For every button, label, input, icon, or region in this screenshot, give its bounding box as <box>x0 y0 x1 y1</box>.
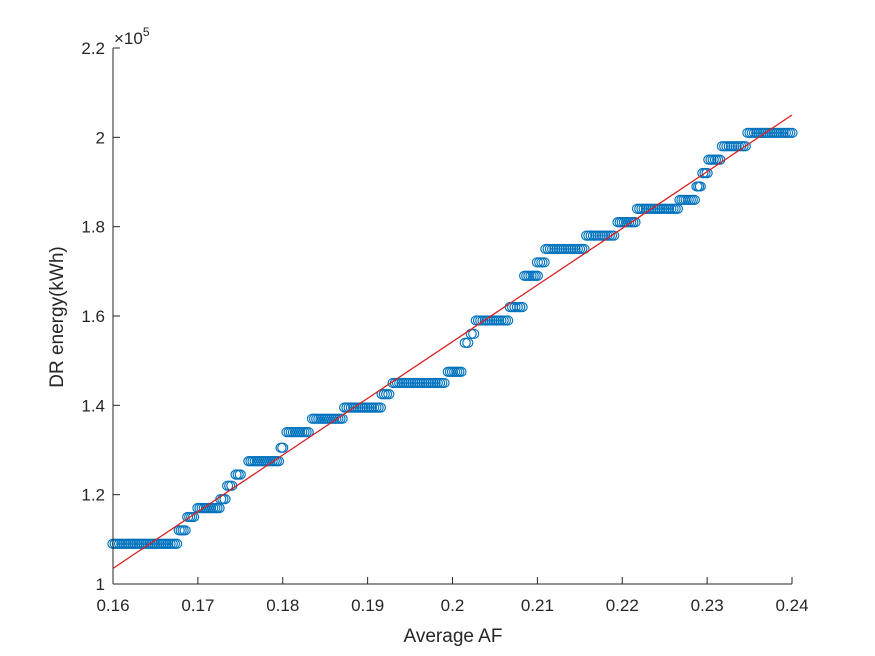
scatter-point <box>302 426 314 438</box>
y-tick-label: 1.8 <box>81 218 105 237</box>
scatter-point <box>171 538 183 549</box>
y-exponent-base: ×10 <box>114 29 143 48</box>
axes <box>112 47 793 585</box>
y-tick-label: 2 <box>96 128 105 147</box>
tick-labels: 0.16 0.17 0.18 0.19 0.2 0.21 0.22 0.23 0.24 1 1.2 1… <box>81 39 808 615</box>
x-tick-label: 0.16 <box>96 596 129 615</box>
scatter-point <box>629 217 641 228</box>
fit-line <box>112 114 793 569</box>
x-tick-label: 0.23 <box>691 596 724 615</box>
y-exponent-label: ×105 <box>114 25 150 48</box>
scatter-point <box>462 337 474 348</box>
fit-line-group <box>112 114 793 569</box>
scatter-point <box>502 315 514 326</box>
scatter-point <box>608 230 620 241</box>
y-tick-label: 1.2 <box>81 486 105 505</box>
scatter-point <box>701 167 713 179</box>
scatter-point <box>516 301 528 313</box>
x-tick-label: 0.22 <box>606 596 639 615</box>
scatter-point <box>219 493 231 505</box>
scatter-point <box>459 337 471 348</box>
x-tick-label: 0.19 <box>351 596 384 615</box>
y-axis-title: DR energy(kWh) <box>47 246 68 387</box>
scatter-point <box>277 442 289 453</box>
scatter-point <box>383 389 395 400</box>
scatter-point <box>455 366 467 377</box>
x-axis-title: Average AF <box>404 626 503 647</box>
x-tick-label: 0.24 <box>775 596 808 615</box>
scatter-point <box>188 511 200 523</box>
y-tick-label: 2.2 <box>81 39 105 58</box>
x-tick-label: 0.2 <box>441 596 465 615</box>
scatter-point <box>531 270 543 281</box>
scatter-point <box>694 181 706 192</box>
scatter-point <box>468 328 480 340</box>
y-tick-label: 1 <box>96 575 105 594</box>
y-exponent-power: 5 <box>143 25 150 39</box>
scatter-point <box>739 141 751 152</box>
y-tick-label: 1.4 <box>81 396 105 415</box>
x-tick-label: 0.18 <box>266 596 299 615</box>
scatter-point <box>438 377 450 389</box>
scatter-point <box>374 402 386 413</box>
y-tick-label: 1.6 <box>81 307 105 326</box>
scatter-point <box>538 257 550 268</box>
scatter-point <box>688 194 700 206</box>
x-tick-label: 0.17 <box>181 596 214 615</box>
scatter-point <box>786 127 798 139</box>
scatter-point <box>234 469 246 480</box>
x-tick-label: 0.21 <box>521 596 554 615</box>
scatter-point <box>179 525 191 536</box>
